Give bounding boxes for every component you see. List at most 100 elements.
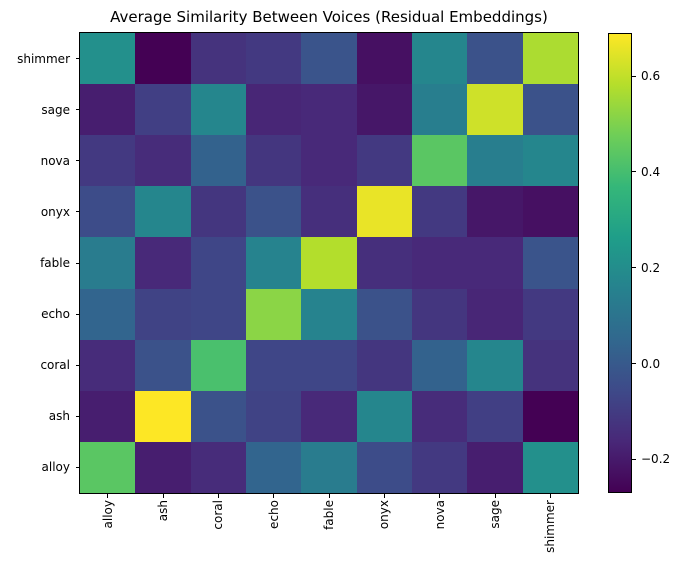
heatmap-cell-fable-coral	[190, 237, 246, 289]
heatmap-cell-nova-fable	[301, 135, 357, 187]
heatmap-cell-nova-onyx	[356, 135, 412, 187]
heatmap-cell-shimmer-shimmer	[522, 33, 578, 85]
heatmap-cell-coral-echo	[245, 339, 302, 391]
heatmap-cell-sage-nova	[411, 84, 468, 136]
heatmap-cell-fable-sage	[467, 237, 523, 289]
heatmap-cell-coral-sage	[467, 339, 523, 391]
x-tick-label-ash: ash	[156, 500, 170, 522]
y-tick-label-coral: coral	[40, 358, 70, 373]
heatmap-cell-shimmer-alloy	[80, 33, 136, 85]
y-tick-mark	[76, 109, 80, 111]
heatmap-cell-fable-alloy	[80, 237, 136, 289]
x-tick-label-onyx: onyx	[377, 500, 392, 530]
heatmap-cell-echo-sage	[467, 288, 523, 340]
heatmap-cell-fable-nova	[411, 237, 468, 289]
x-tick-mark	[383, 494, 385, 498]
x-tick-mark	[328, 494, 330, 498]
y-tick-label-ash: ash	[48, 409, 70, 424]
heatmap-cell-echo-ash	[135, 288, 191, 340]
heatmap-cell-echo-coral	[190, 288, 246, 340]
heatmap-cell-shimmer-onyx	[356, 33, 412, 85]
y-tick-label-fable: fable	[40, 256, 70, 270]
colorbar-tick-label: 0.0	[641, 356, 661, 371]
heatmap-cell-shimmer-coral	[190, 33, 246, 85]
heatmap-cell-ash-nova	[411, 390, 468, 442]
y-tick-label-sage: sage	[41, 102, 70, 117]
y-tick-label-echo: echo	[41, 307, 70, 322]
heatmap-cell-shimmer-echo	[245, 33, 302, 85]
colorbar-tick-mark	[632, 75, 636, 77]
y-tick-mark	[76, 58, 80, 60]
y-tick-mark	[76, 211, 80, 213]
heatmap-cell-fable-fable	[301, 237, 357, 289]
y-tick-mark	[76, 160, 80, 162]
heatmap-cell-onyx-coral	[190, 186, 246, 238]
colorbar-tick-mark	[632, 458, 636, 460]
heatmap-cell-shimmer-nova	[411, 33, 468, 85]
heatmap-cell-onyx-sage	[467, 186, 523, 238]
heatmap-cell-nova-shimmer	[522, 135, 578, 187]
heatmap-cell-alloy-sage	[467, 441, 523, 493]
heatmap-cell-echo-echo	[245, 288, 302, 340]
heatmap-cell-coral-shimmer	[522, 339, 578, 391]
heatmap-cell-ash-onyx	[356, 390, 412, 442]
heatmap-cell-coral-nova	[411, 339, 468, 391]
y-tick-mark	[76, 313, 80, 315]
y-tick-label-onyx: onyx	[40, 204, 70, 219]
x-tick-label-sage: sage	[488, 500, 502, 529]
heatmap-cell-sage-coral	[190, 84, 246, 136]
heatmap-cell-echo-shimmer	[522, 288, 578, 340]
x-tick-label-echo: echo	[266, 500, 281, 529]
x-tick-mark	[107, 494, 109, 498]
y-tick-label-nova: nova	[40, 153, 70, 168]
x-tick-label-coral: coral	[211, 500, 226, 530]
heatmap-cell-fable-onyx	[356, 237, 412, 289]
heatmap-cell-ash-echo	[245, 390, 302, 442]
heatmap-cell-alloy-echo	[245, 441, 302, 493]
heatmap-cell-echo-alloy	[80, 288, 136, 340]
y-tick-label-alloy: alloy	[41, 460, 70, 475]
x-tick-mark	[439, 494, 441, 498]
heatmap-cell-echo-nova	[411, 288, 468, 340]
heatmap-cell-alloy-shimmer	[522, 441, 578, 493]
heatmap-cell-fable-shimmer	[522, 237, 578, 289]
colorbar	[608, 33, 632, 493]
heatmap-cell-onyx-nova	[411, 186, 468, 238]
colorbar-tick-label: 0.2	[641, 260, 661, 275]
heatmap-cell-nova-echo	[245, 135, 302, 187]
heatmap-cell-alloy-nova	[411, 441, 468, 493]
heatmap-cell-echo-onyx	[356, 288, 412, 340]
heatmap-cell-sage-sage	[467, 84, 523, 136]
heatmap-cell-onyx-alloy	[80, 186, 136, 238]
heatmap-cell-onyx-ash	[135, 186, 191, 238]
heatmap-cell-echo-fable	[301, 288, 357, 340]
heatmap-cell-coral-fable	[301, 339, 357, 391]
heatmap-cell-coral-onyx	[356, 339, 412, 391]
heatmap-cell-onyx-shimmer	[522, 186, 578, 238]
heatmap-cell-alloy-onyx	[356, 441, 412, 493]
heatmap-cell-ash-fable	[301, 390, 357, 442]
x-tick-label-alloy: alloy	[100, 500, 115, 529]
heatmap-cell-onyx-echo	[245, 186, 302, 238]
heatmap-cell-ash-coral	[190, 390, 246, 442]
heatmap-cell-sage-fable	[301, 84, 357, 136]
colorbar-tick-label: −0.2	[641, 452, 671, 467]
colorbar-tick-label: 0.4	[641, 164, 661, 179]
x-tick-mark	[494, 494, 496, 498]
x-tick-mark	[217, 494, 219, 498]
y-tick-mark	[76, 415, 80, 417]
heatmap-cell-alloy-ash	[135, 441, 191, 493]
heatmap-cell-onyx-fable	[301, 186, 357, 238]
heatmap-cell-ash-ash	[135, 390, 191, 442]
heatmap-cell-sage-shimmer	[522, 84, 578, 136]
heatmap-cell-alloy-fable	[301, 441, 357, 493]
heatmap-cell-coral-alloy	[80, 339, 136, 391]
heatmap-grid	[79, 32, 579, 494]
heatmap-cell-sage-onyx	[356, 84, 412, 136]
heatmap-cell-sage-echo	[245, 84, 302, 136]
heatmap-cell-sage-alloy	[80, 84, 136, 136]
heatmap-cell-shimmer-ash	[135, 33, 191, 85]
heatmap-cell-fable-echo	[245, 237, 302, 289]
heatmap-cell-ash-sage	[467, 390, 523, 442]
